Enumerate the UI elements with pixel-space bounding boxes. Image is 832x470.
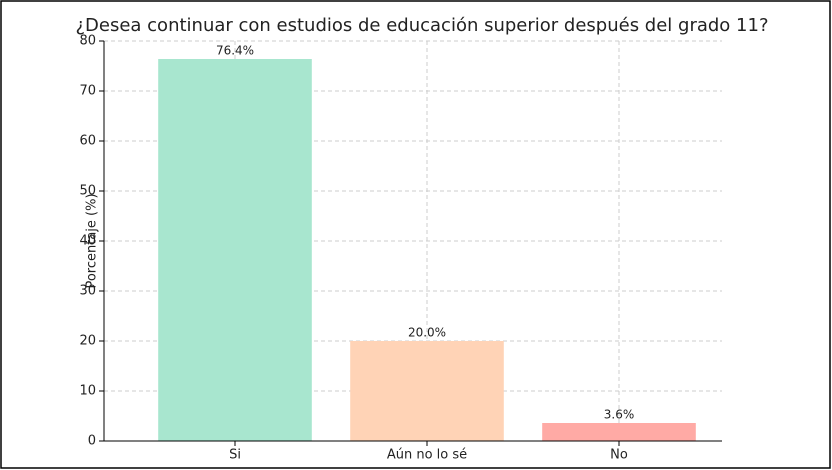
y-tick-label: 0: [88, 434, 96, 449]
x-tick-label: Aún no lo sé: [387, 448, 467, 463]
bar: [158, 59, 312, 441]
x-tick-label: No: [610, 448, 628, 463]
y-axis-label: Porcentaje (%): [85, 193, 100, 288]
y-tick-label: 20: [79, 334, 96, 349]
chart-title: ¿Desea continuar con estudios de educaci…: [75, 15, 768, 36]
y-tick-label: 80: [79, 34, 96, 49]
y-tick-label: 40: [79, 234, 96, 249]
y-tick-label: 70: [79, 84, 96, 99]
x-tick-label: Si: [229, 448, 241, 463]
value-label: 20.0%: [408, 326, 446, 340]
y-tick-label: 50: [79, 184, 96, 199]
y-tick-label: 10: [79, 384, 96, 399]
bar: [350, 341, 504, 441]
bar: [542, 423, 696, 441]
y-tick-label: 30: [79, 284, 96, 299]
y-tick-label: 60: [79, 134, 96, 149]
value-label: 3.6%: [604, 408, 635, 422]
value-label: 76.4%: [216, 44, 254, 58]
